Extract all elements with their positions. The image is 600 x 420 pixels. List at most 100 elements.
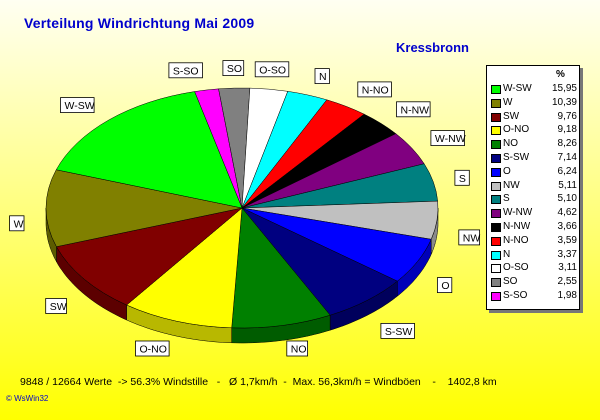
slice-label-s: S (454, 169, 470, 186)
legend-label: S (503, 193, 510, 205)
slice-label-o-so: O-SO (254, 61, 290, 78)
legend-value: 3,59 (557, 234, 577, 246)
legend-item-s-sw: S-SW 7,14 (491, 152, 577, 165)
legend-value: 9,18 (557, 124, 577, 136)
legend-label: O-SO (503, 262, 529, 274)
chart-subtitle: Kressbronn (396, 40, 469, 55)
slice-label-w-sw: W-SW (60, 97, 95, 113)
legend-value: 10,39 (551, 96, 577, 108)
legend-item-nw: NW 5,11 (491, 180, 577, 193)
legend-swatch (491, 85, 501, 94)
legend-item-s-so: S-SO 1,98 (491, 290, 577, 303)
legend-value: 15,95 (551, 83, 577, 94)
legend-label: O (503, 165, 511, 177)
legend-value: 3,66 (557, 221, 577, 232)
legend-swatch (491, 195, 501, 205)
slice-label-s-sw: S-SW (380, 322, 415, 339)
legend-swatch (491, 140, 501, 150)
pie-slice-o-no (126, 207, 243, 329)
legend-label: S-SO (503, 290, 528, 301)
chart-title: Verteilung Windrichtung Mai 2009 (24, 15, 255, 31)
legend-value: 5,10 (557, 193, 577, 205)
legend-value: 5,11 (558, 179, 577, 191)
pie-slice-sw (56, 207, 243, 306)
legend-item-n-no: N-NO 3,59 (491, 235, 577, 248)
legend-value: 1,98 (557, 290, 577, 301)
legend-value: 3,37 (557, 248, 577, 260)
legend-label: SO (503, 276, 518, 288)
legend-swatch (491, 250, 501, 260)
legend-item-sw: SW 9,76 (491, 111, 577, 124)
legend-value: 2,55 (557, 276, 577, 288)
legend-item-o: O 6,24 (491, 166, 577, 179)
legend-item-so: SO 2,55 (491, 276, 577, 289)
legend-swatch (491, 112, 501, 122)
slice-label-so: SO (222, 60, 245, 76)
legend-swatch (491, 154, 501, 163)
slice-label-n-nw: N-NW (396, 101, 431, 118)
svg-text:O-SO: O-SO (259, 64, 286, 76)
svg-text:SW: SW (50, 301, 67, 313)
slice-label-w: W (9, 215, 25, 232)
legend-value: 9,76 (557, 110, 577, 122)
footer-brand: © WsWin32 (6, 394, 49, 403)
legend-value: 4,62 (557, 207, 577, 219)
slice-label-sw: SW (45, 298, 67, 314)
svg-text:N: N (319, 71, 327, 83)
legend-swatch (491, 181, 501, 191)
svg-text:O: O (441, 280, 449, 292)
legend-label: NW (503, 179, 520, 191)
legend-unit-label: % (556, 69, 565, 80)
legend-item-w-sw: W-SW 15,95 (491, 83, 577, 96)
svg-text:S: S (459, 173, 466, 185)
legend-label: O-NO (503, 124, 530, 136)
svg-text:S-SW: S-SW (385, 326, 413, 338)
legend-label: W-NW (503, 207, 533, 219)
svg-text:O-NO: O-NO (140, 344, 167, 356)
pie-slice-w-sw (55, 91, 243, 209)
legend-label: N-NO (503, 234, 529, 246)
slice-label-n: N (314, 68, 330, 84)
slice-label-no: NO (286, 340, 308, 357)
legend-swatch (491, 278, 501, 288)
legend: % W-SW 15,95 W 10,39 SW 9,76 O-NO 9,18 NO 8,26 S-S… (486, 65, 580, 310)
legend-value: 8,26 (557, 138, 577, 150)
slice-label-n-no: N-NO (357, 81, 392, 98)
svg-text:N-NW: N-NW (401, 104, 430, 116)
legend-label: W-SW (503, 83, 532, 94)
legend-item-o-so: O-SO 3,11 (491, 262, 577, 275)
slice-label-o: O (436, 277, 453, 294)
slice-label-o-no: O-NO (135, 340, 170, 357)
legend-value: 6,24 (557, 165, 577, 177)
legend-label: S-SW (503, 152, 530, 163)
legend-label: W (503, 96, 513, 108)
legend-swatch (491, 126, 501, 136)
legend-item-w: W 10,39 (491, 97, 577, 110)
pie-slice-no (231, 207, 331, 329)
pie-slice-w (45, 169, 243, 247)
svg-text:S-SO: S-SO (173, 65, 199, 77)
svg-text:W-SW: W-SW (65, 100, 95, 112)
legend-item-s: S 5,10 (491, 193, 577, 206)
legend-item-w-nw: W-NW 4,62 (491, 207, 577, 220)
svg-text:SO: SO (227, 63, 242, 75)
svg-text:N-NO: N-NO (362, 84, 389, 96)
slice-label-s-so: S-SO (168, 62, 203, 79)
legend-swatch (491, 167, 501, 177)
legend-swatch (491, 236, 501, 246)
legend-item-no: NO 8,26 (491, 138, 577, 151)
legend-swatch (491, 98, 501, 108)
legend-item-n: N 3,37 (491, 249, 577, 262)
svg-text:NO: NO (291, 344, 307, 356)
legend-item-o-no: O-NO 9,18 (491, 124, 577, 137)
legend-swatch (491, 223, 501, 232)
legend-swatch (491, 292, 501, 301)
svg-text:W: W (14, 218, 24, 230)
legend-label: N (503, 248, 511, 260)
legend-value: 7,14 (557, 152, 577, 163)
legend-item-n-nw: N-NW 3,66 (491, 221, 577, 234)
svg-text:W-NW: W-NW (435, 133, 466, 145)
slice-label-w-nw: W-NW (430, 130, 466, 147)
footer-stats: 9848 / 12664 Werte -> 56.3% Windstille -… (20, 376, 497, 388)
